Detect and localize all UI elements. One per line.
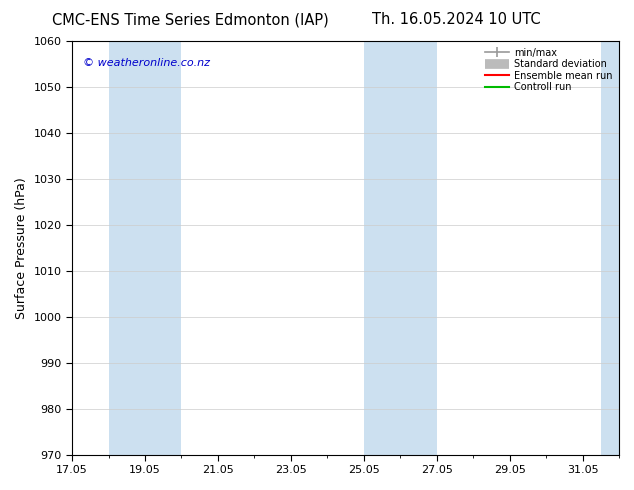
Text: Th. 16.05.2024 10 UTC: Th. 16.05.2024 10 UTC: [372, 12, 541, 27]
Y-axis label: Surface Pressure (hPa): Surface Pressure (hPa): [15, 177, 28, 318]
Text: © weatheronline.co.nz: © weatheronline.co.nz: [83, 58, 210, 68]
Text: CMC-ENS Time Series Edmonton (IAP): CMC-ENS Time Series Edmonton (IAP): [52, 12, 328, 27]
Bar: [364, 41, 437, 455]
Bar: [601, 41, 619, 455]
Legend: min/max, Standard deviation, Ensemble mean run, Controll run: min/max, Standard deviation, Ensemble me…: [482, 46, 614, 94]
Bar: [108, 41, 181, 455]
